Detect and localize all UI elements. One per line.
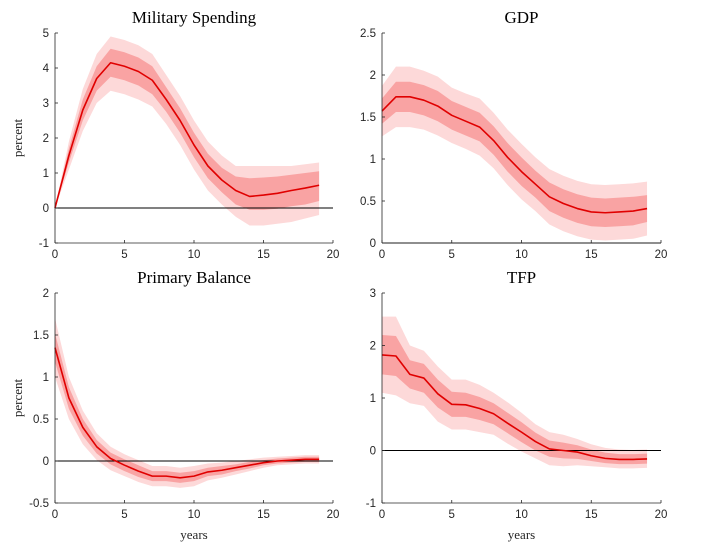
series-line-estimate [54, 61, 320, 209]
y-tick-label: 2.5 [360, 28, 376, 40]
confidence-band-inner [55, 48, 320, 210]
y-tick-label: -1 [39, 238, 49, 250]
chart-title: TFP [507, 268, 536, 287]
y-tick-label: 3 [370, 288, 376, 300]
x-tick-label: 10 [188, 509, 201, 521]
x-tick-label: 15 [585, 249, 598, 261]
y-tick-label: 4 [43, 63, 50, 75]
chart-title: Primary Balance [137, 268, 251, 287]
x-tick-label: 10 [515, 249, 528, 261]
y-tick-label: 3 [43, 98, 49, 110]
confidence-band-inner [382, 335, 648, 465]
x-tick-label: 20 [327, 509, 340, 521]
x-axis-label: years [180, 527, 207, 542]
y-tick-label: 5 [43, 28, 49, 40]
y-tick-label: 2 [370, 70, 376, 82]
x-tick-label: 20 [655, 249, 668, 261]
x-tick-label: 10 [188, 249, 201, 261]
y-tick-label: 1.5 [33, 330, 49, 342]
y-tick-label: 2 [43, 133, 49, 145]
x-tick-label: 0 [379, 509, 385, 521]
y-axis-label: percent [10, 118, 25, 157]
confidence-band-inner [382, 81, 648, 228]
x-tick-label: 10 [515, 509, 528, 521]
y-tick-label: 1.5 [360, 112, 376, 124]
x-tick-label: 15 [257, 509, 270, 521]
x-tick-label: 5 [449, 249, 455, 261]
chart-panel-1: 0 5 10 15 20 0 0.5 1 1.5 2 2.5 GDP [360, 8, 667, 261]
x-tick-label: 20 [327, 249, 340, 261]
y-tick-label: -0.5 [29, 498, 49, 510]
y-tick-label: 2 [370, 341, 376, 353]
x-tick-label: 5 [121, 509, 127, 521]
x-tick-label: 5 [449, 509, 455, 521]
series-line-estimate [381, 354, 648, 461]
chart-title: Military Spending [132, 8, 257, 27]
x-tick-label: 5 [121, 249, 127, 261]
y-tick-label: 0 [370, 238, 376, 250]
y-tick-label: 0.5 [360, 196, 376, 208]
y-tick-label: 0.5 [33, 414, 49, 426]
series-line-estimate [381, 96, 648, 214]
y-tick-label: 1 [43, 372, 49, 384]
x-tick-label: 15 [585, 509, 598, 521]
y-axis-label: percent [10, 378, 25, 417]
y-tick-label: 1 [43, 168, 49, 180]
series-line-estimate [54, 347, 320, 479]
x-tick-label: 15 [257, 249, 270, 261]
y-tick-label: 1 [370, 154, 376, 166]
y-tick-label: 2 [43, 288, 49, 300]
y-tick-label: 1 [370, 393, 376, 405]
y-tick-label: 0 [43, 456, 49, 468]
x-tick-label: 0 [52, 249, 58, 261]
chart-title: GDP [504, 8, 538, 27]
x-tick-label: 0 [379, 249, 385, 261]
y-tick-label: 0 [370, 446, 376, 458]
confidence-band-outer [382, 316, 648, 469]
x-tick-label: 20 [655, 509, 668, 521]
x-axis-label: years [508, 527, 535, 542]
y-tick-label: -1 [366, 498, 376, 510]
x-tick-label: 0 [52, 509, 58, 521]
y-tick-label: 0 [43, 203, 49, 215]
